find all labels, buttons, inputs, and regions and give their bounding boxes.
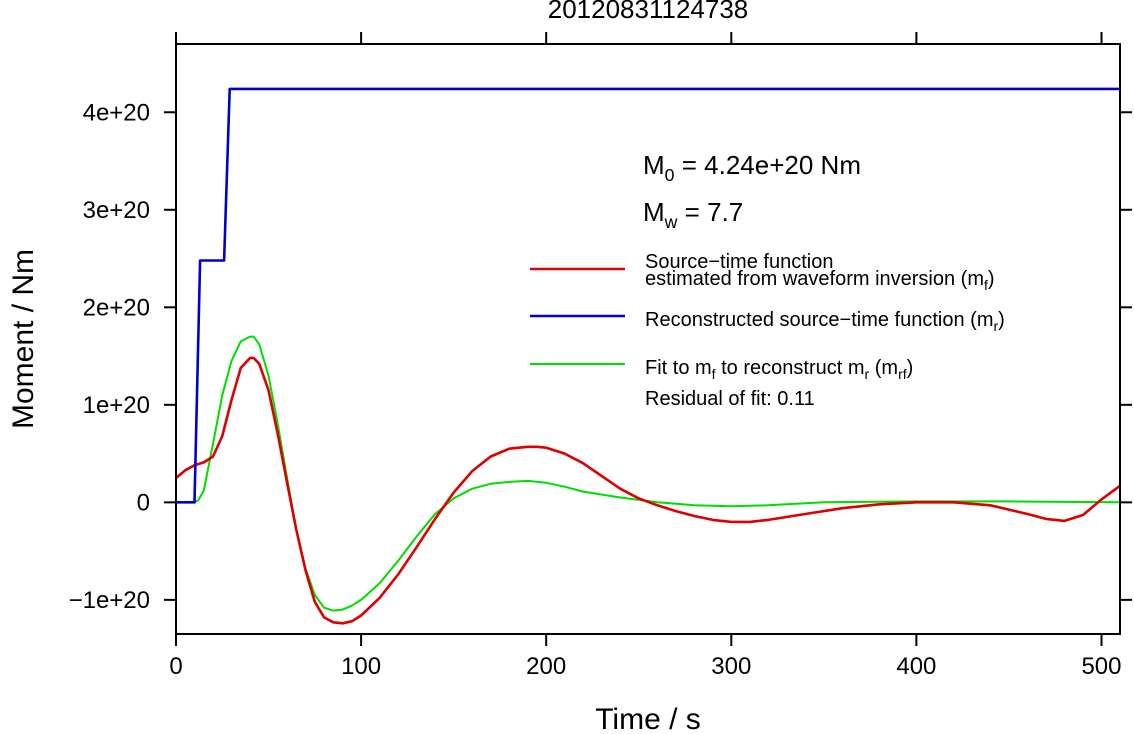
residual-annotation: Residual of fit: 0.11 xyxy=(645,388,815,410)
x-tick-label: 400 xyxy=(896,653,936,680)
legend-subscript: rf xyxy=(898,366,907,382)
legend-text: ) xyxy=(907,357,914,379)
y-tick-label: 4e+20 xyxy=(83,99,150,126)
series-line-source xyxy=(176,356,1120,625)
legend-subscript: f xyxy=(984,277,988,293)
x-axis-label: Time / s xyxy=(595,703,701,734)
x-tick-label: 100 xyxy=(341,653,381,680)
legend-text: Reconstructed source−time function (m xyxy=(645,309,994,331)
legend-subscript: r xyxy=(994,318,999,334)
moment-annotation-main: M xyxy=(643,150,665,180)
magnitude-annotation-main: M xyxy=(643,197,665,227)
magnitude-annotation-value: = 7.7 xyxy=(677,197,743,227)
legend-label-fit: Fit to mf to reconstruct mr (mrf) xyxy=(645,357,913,382)
moment-annotation-sub: 0 xyxy=(665,165,675,185)
y-tick-label: 3e+20 xyxy=(83,197,150,224)
series-line-fit xyxy=(176,335,1120,612)
x-tick-label: 0 xyxy=(169,653,182,680)
y-axis-label: Moment / Nm xyxy=(7,249,40,429)
plot-frame xyxy=(175,43,1121,635)
y-tick-label: 0 xyxy=(137,489,150,516)
legend-text: estimated from waveform inversion (m xyxy=(645,268,984,290)
y-tick-label: −1e+20 xyxy=(69,587,150,614)
y-tick-label: 1e+20 xyxy=(83,392,150,419)
chart-title: 20120831124738 xyxy=(548,0,749,24)
x-tick-label: 200 xyxy=(526,653,566,680)
series-layer xyxy=(176,87,1120,625)
moment-annotation-value: = 4.24e+20 Nm xyxy=(675,150,861,180)
magnitude-annotation: Mw = 7.7 xyxy=(643,197,743,232)
legend-text: ) xyxy=(998,309,1005,331)
legend-label-reconstructed: Reconstructed source−time function (mr) xyxy=(645,309,1005,334)
legend-text: ) xyxy=(988,268,995,290)
x-tick-label: 500 xyxy=(1081,653,1121,680)
legend-label-source-2: estimated from waveform inversion (mf) xyxy=(645,268,995,293)
legend-text: (m xyxy=(869,357,898,379)
series-line-reconstructed xyxy=(176,87,1120,504)
magnitude-annotation-sub: w xyxy=(664,212,678,232)
legend-text: Fit to m xyxy=(645,357,712,379)
legend-subscript: f xyxy=(712,366,716,382)
legend-label-source: Source−time function xyxy=(645,251,833,273)
legend-subscript: r xyxy=(865,366,870,382)
legend-text: to reconstruct m xyxy=(716,357,865,379)
moment-annotation: M0 = 4.24e+20 Nm xyxy=(643,150,861,185)
y-tick-label: 2e+20 xyxy=(83,294,150,321)
x-tick-label: 300 xyxy=(711,653,751,680)
axes: 0 100 200 300 400 500 −1e+20 0 1e+20 2e+20 3e+20 4e… xyxy=(69,32,1132,680)
